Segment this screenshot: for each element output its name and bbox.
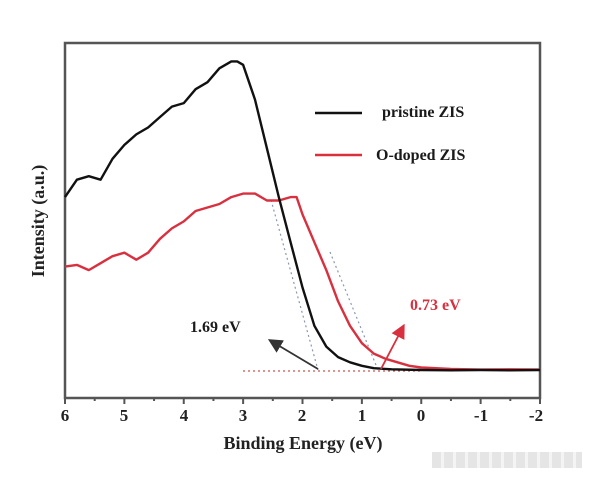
legend-label-doped: O-doped ZIS <box>376 147 465 164</box>
x-tick-label: 5 <box>120 406 129 425</box>
x-tick-labels: 6 5 4 3 2 1 0 -1 -2 <box>61 406 543 425</box>
x-axis-title: Binding Energy (eV) <box>223 433 382 454</box>
x-tick-label: 3 <box>239 406 248 425</box>
pristine-tangent-line <box>270 199 319 371</box>
x-tick-label: 0 <box>417 406 426 425</box>
x-tick-label: 6 <box>61 406 70 425</box>
x-tick-label: -2 <box>529 406 543 425</box>
x-tick-label: -1 <box>474 406 488 425</box>
series-o-doped-zis <box>64 192 541 371</box>
y-axis-title: Intensity (a.u.) <box>28 165 49 278</box>
x-tick-label: 4 <box>180 406 189 425</box>
x-tick-label: 2 <box>298 406 307 425</box>
series-pristine-zis <box>64 60 541 372</box>
bandgap-arrow-pristine <box>267 339 319 370</box>
watermark <box>432 452 582 468</box>
bandgap-label-doped: 0.73 eV <box>410 297 461 314</box>
legend-label-pristine: pristine ZIS <box>382 104 464 121</box>
x-tick-label: 1 <box>358 406 367 425</box>
x-axis-ticks <box>64 398 541 404</box>
legend: pristine ZIS O-doped ZIS <box>315 104 465 164</box>
plot-frame <box>63 41 542 400</box>
bandgap-label-pristine: 1.69 eV <box>190 319 241 336</box>
bandgap-arrow-doped <box>380 323 405 370</box>
